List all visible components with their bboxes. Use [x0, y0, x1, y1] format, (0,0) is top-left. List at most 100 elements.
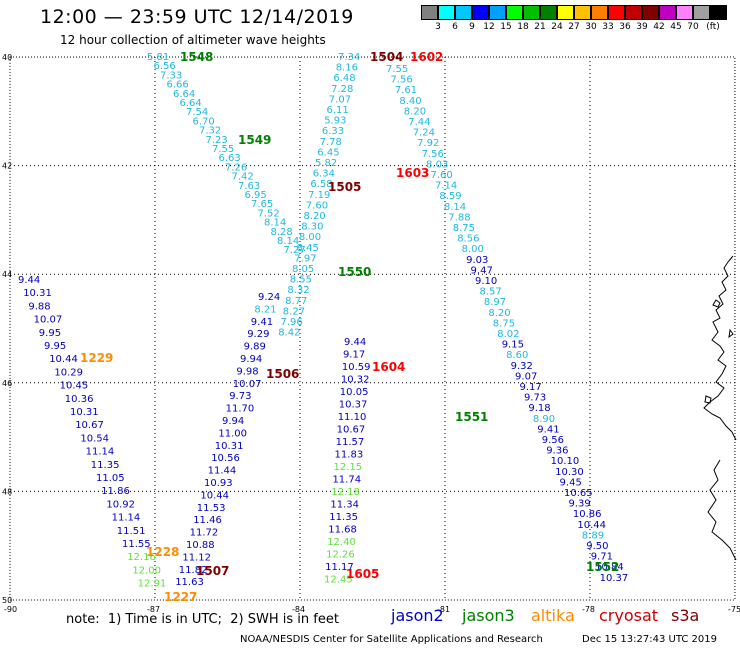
wave-height-value: 9.18 [528, 403, 550, 414]
wave-height-value: 7.44 [408, 117, 430, 128]
wave-height-value: 7.78 [320, 137, 342, 148]
wave-height-value: 11.86 [101, 486, 130, 497]
wave-height-value: 8.02 [497, 329, 519, 340]
wave-height-value: 9.17 [520, 382, 542, 393]
pass-label-1604: 1604 [372, 360, 405, 374]
wave-height-value: 9.56 [542, 435, 564, 446]
wave-height-value: 9.41 [251, 317, 273, 328]
wave-height-value: 12.45 [324, 575, 353, 586]
wave-height-value: 10.45 [60, 381, 89, 392]
wave-height-value: 7.88 [448, 212, 470, 223]
pass-label-1552: 1552 [586, 560, 619, 574]
wave-height-value: 8.27 [283, 306, 305, 317]
wave-height-value: 6.64 [173, 89, 195, 100]
wave-height-value: 9.36 [546, 446, 568, 457]
wave-height-value: 9.03 [466, 255, 488, 266]
wave-height-value: 8.90 [533, 414, 555, 425]
wave-height-value: 8.14 [277, 236, 299, 247]
wave-height-value: 11.83 [335, 450, 364, 461]
pass-label-1506: 1506 [266, 367, 299, 381]
wave-height-value: 10.92 [106, 499, 135, 510]
wave-height-value: 7.65 [251, 199, 273, 210]
pass-label-1507: 1507 [196, 564, 229, 578]
wave-height-value: 10.30 [555, 467, 584, 478]
wave-height-value: 7.33 [160, 70, 182, 81]
legend-tick-label: 70 [687, 22, 699, 32]
wave-height-value: 9.95 [39, 328, 61, 339]
wave-height-value: 11.74 [332, 475, 361, 486]
wave-height-value: 11.35 [91, 460, 120, 471]
wave-height-value: 12.15 [334, 462, 363, 473]
mission-s3a: s3a [671, 606, 700, 625]
wave-height-value: 8.40 [399, 96, 421, 107]
wave-height-value: 10.88 [186, 540, 215, 551]
wave-height-value: 10.31 [70, 407, 99, 418]
wave-height-value: 9.94 [240, 354, 262, 365]
wave-height-value: 7.56 [422, 149, 444, 160]
wave-height-value: 10.59 [342, 362, 371, 373]
wave-height-value: 7.61 [395, 85, 417, 96]
wave-height-value: 10.05 [340, 387, 369, 398]
mission-cryosat: cryosat [599, 606, 659, 625]
wave-height-value: 10.07 [233, 379, 262, 390]
wave-height-value: 7.19 [308, 190, 330, 201]
wave-height-value: 8.75 [453, 223, 475, 234]
wave-height-value: 6.66 [167, 80, 189, 91]
wave-height-value: 7.60 [306, 200, 328, 211]
wave-height-value: 9.73 [524, 393, 546, 404]
wave-height-value: 10.54 [80, 433, 109, 444]
wave-height-value: 7.28 [331, 84, 353, 95]
wave-height-value: 9.44 [18, 275, 40, 286]
wave-height-value: 11.17 [325, 562, 354, 573]
wave-height-value: 8.03 [426, 159, 448, 170]
wave-height-value: 7.54 [186, 107, 208, 118]
wave-height-value: 7.52 [258, 208, 280, 219]
wave-height-value: 9.15 [502, 340, 524, 351]
wave-height-value: 11.34 [330, 500, 359, 511]
wave-height-value: 10.31 [23, 288, 52, 299]
lat-label: 50 [2, 596, 12, 605]
wave-height-value: 10.67 [337, 425, 366, 436]
legend-tick-label: 15 [500, 22, 512, 32]
wave-height-value: 9.39 [568, 499, 590, 510]
legend-tick-label: 42 [653, 22, 665, 32]
pass-label-1227: 1227 [164, 590, 197, 604]
wave-height-value: 10.29 [54, 367, 83, 378]
wave-height-value: 11.12 [182, 552, 211, 563]
wave-height-value: 9.47 [471, 265, 493, 276]
pass-label-1229: 1229 [80, 351, 113, 365]
wave-height-value: 6.63 [219, 153, 241, 164]
lon-label: -90 [4, 605, 17, 614]
wave-height-value: 11.72 [190, 528, 219, 539]
wave-height-value: 9.50 [586, 541, 608, 552]
wave-height-value: 6.45 [317, 147, 339, 158]
wave-height-value: 7.97 [294, 253, 316, 264]
wave-height-value: 6.33 [322, 126, 344, 137]
map-subtitle: 12 hour collection of altimeter wave hei… [60, 33, 326, 47]
legend-tick-label: 6 [452, 22, 458, 32]
wave-height-value: 8.75 [493, 318, 515, 329]
wave-height-value: 10.84 [595, 562, 624, 573]
wave-height-value: 7.42 [232, 172, 254, 183]
wave-height-value: 10.37 [339, 400, 368, 411]
wave-height-value: 8.20 [404, 106, 426, 117]
pass-label-1603: 1603 [396, 166, 429, 180]
pass-labels: 1548 1549 1550 1551 1552 1504 1505 1506 1507 1602… [80, 50, 619, 604]
wave-height-value: 9.07 [515, 371, 537, 382]
wave-height-value: 10.31 [215, 441, 244, 452]
wave-height-value: 7.56 [390, 75, 412, 86]
wave-height-value: 8.20 [304, 211, 326, 222]
wave-height-value: 7.60 [431, 170, 453, 181]
legend-tick-label: 9 [469, 22, 475, 32]
wave-height-value: 7.23 [206, 135, 228, 146]
wave-height-value: 11.55 [122, 539, 151, 550]
wave-height-value: 9.45 [560, 477, 582, 488]
lon-label: -75 [728, 605, 740, 614]
wave-height-value: 12.18 [331, 487, 360, 498]
legend-swatch [472, 5, 489, 20]
wave-height-value: 7.32 [199, 126, 221, 137]
legend-tick-label: 3 [435, 22, 441, 32]
lon-label: -78 [582, 605, 595, 614]
wave-height-value: 8.45 [297, 243, 319, 254]
